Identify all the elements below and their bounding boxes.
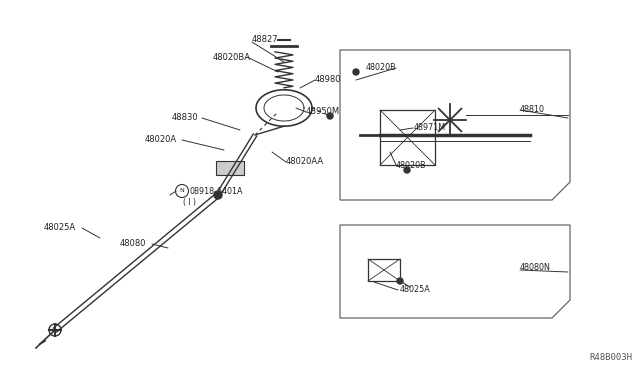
Text: N: N <box>180 189 184 193</box>
Text: 4B950M: 4B950M <box>306 108 340 116</box>
Text: 48080N: 48080N <box>520 263 551 273</box>
Circle shape <box>327 113 333 119</box>
Text: 48020B: 48020B <box>366 64 397 73</box>
Text: 08918-6401A: 08918-6401A <box>190 186 243 196</box>
Text: 48971M: 48971M <box>414 124 446 132</box>
Text: ( I ): ( I ) <box>183 199 196 208</box>
Circle shape <box>404 167 410 173</box>
Text: 48020A: 48020A <box>145 135 177 144</box>
Bar <box>216 161 244 175</box>
Text: 48980: 48980 <box>315 76 342 84</box>
Text: R48B003H: R48B003H <box>589 353 632 362</box>
Bar <box>368 259 400 281</box>
Circle shape <box>353 69 359 75</box>
Text: 48025A: 48025A <box>400 285 431 295</box>
Bar <box>380 110 435 165</box>
Text: 48020B: 48020B <box>396 160 427 170</box>
Text: 48827: 48827 <box>252 35 278 45</box>
Circle shape <box>214 191 222 199</box>
Text: 48020BA: 48020BA <box>213 52 251 61</box>
Text: 48025A: 48025A <box>44 224 76 232</box>
Text: 48830: 48830 <box>172 113 198 122</box>
Text: 48080: 48080 <box>120 240 147 248</box>
Circle shape <box>397 278 403 284</box>
Text: 48020AA: 48020AA <box>286 157 324 167</box>
Text: 48810: 48810 <box>520 106 545 115</box>
